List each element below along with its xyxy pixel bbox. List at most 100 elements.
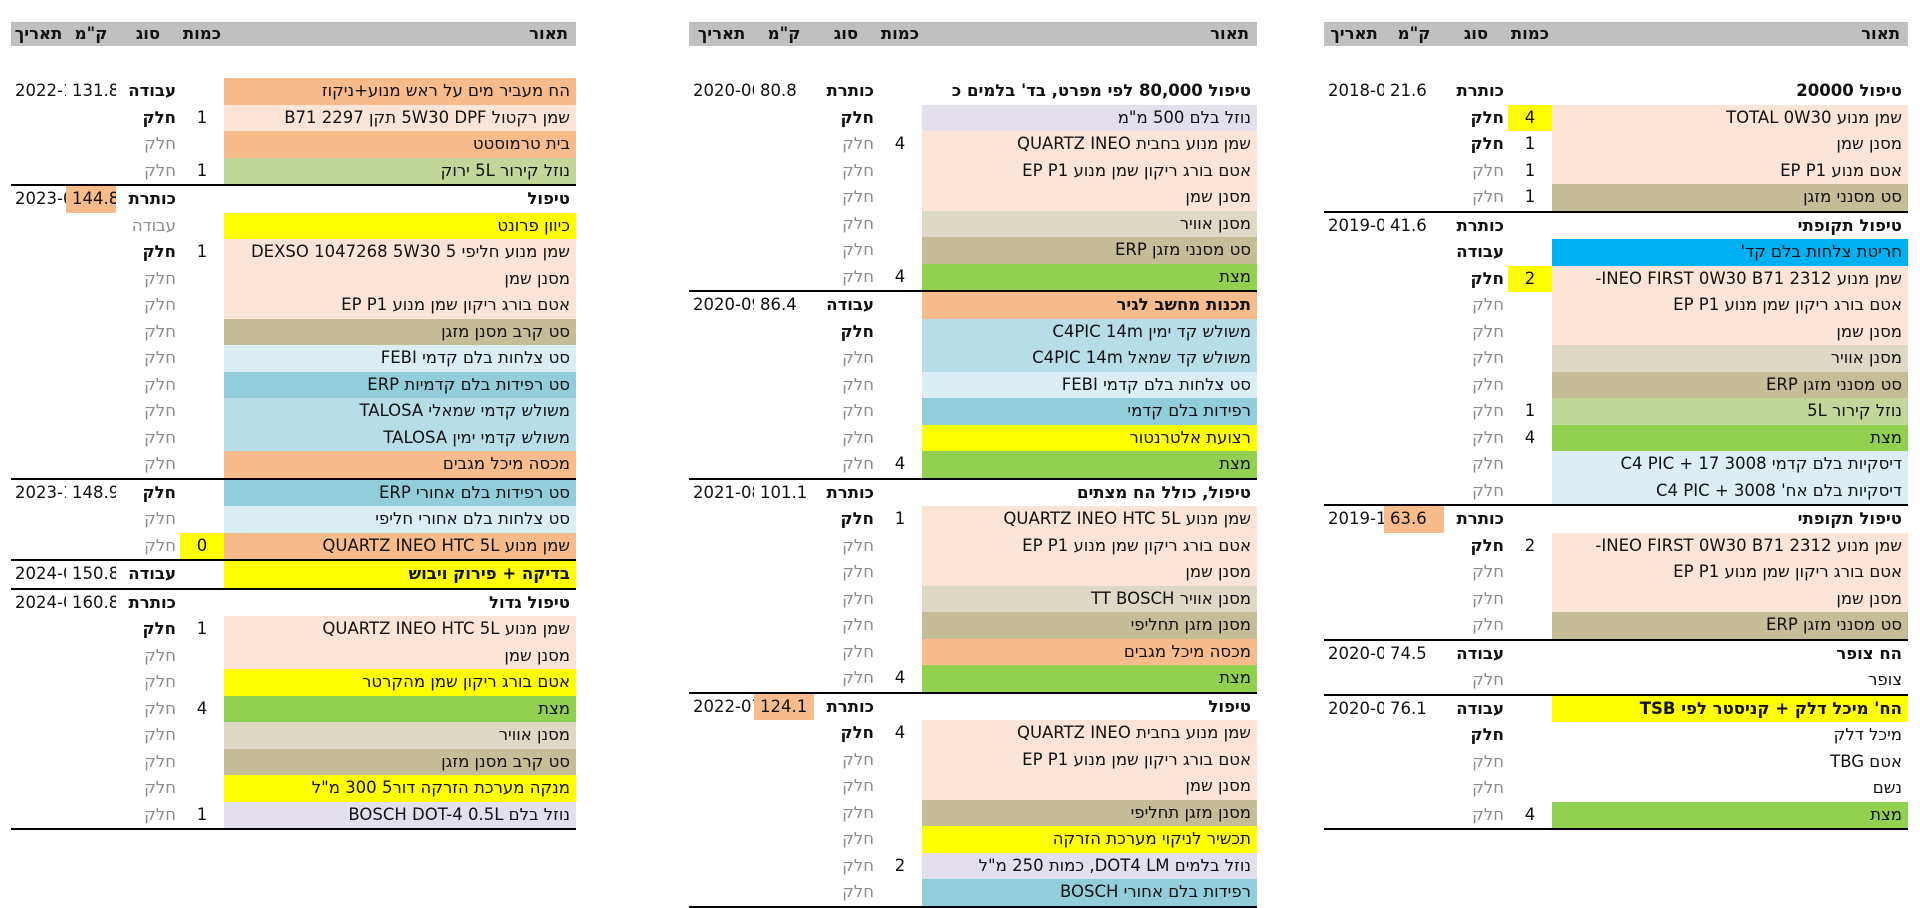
type-cell: חלק xyxy=(1472,670,1504,689)
km-cell xyxy=(754,639,814,666)
table-row: חלק 4 מצת xyxy=(11,695,576,722)
table-row: חלק דיסקיות בלם קדמי C4 PIC + 17 3008 xyxy=(1324,451,1908,478)
service-entry-row: 2020-04 76.1 עבודה הח' מיכל דלק + קניסטר לפ… xyxy=(1324,693,1908,722)
date-cell xyxy=(11,345,66,372)
type-cell: חלק xyxy=(842,160,874,180)
type-cell: חלק xyxy=(840,321,874,341)
type-cell: חלק xyxy=(1470,134,1504,153)
km-cell xyxy=(1384,239,1444,266)
table-header: תאריך ק"מ סוג כמות תאור xyxy=(11,22,576,46)
km-cell: 101.1 xyxy=(760,482,808,502)
km-cell xyxy=(66,105,116,132)
date-cell xyxy=(689,612,754,639)
header-date: תאריך xyxy=(697,24,746,43)
km-cell xyxy=(66,158,116,185)
date-cell xyxy=(1324,559,1384,586)
desc-cell: טיפול, כולל הח מצתים xyxy=(1076,482,1251,502)
date-cell xyxy=(689,158,754,185)
date-cell xyxy=(1324,158,1384,185)
qty-cell xyxy=(1508,451,1552,478)
table-bottom-border xyxy=(1324,828,1908,830)
qty-cell: 1 xyxy=(1524,187,1536,206)
desc-cell: הח צופר xyxy=(1836,643,1902,663)
type-cell: חלק xyxy=(1472,751,1504,771)
km-cell xyxy=(754,773,814,800)
type-cell: חלק xyxy=(1472,374,1504,394)
date-cell xyxy=(11,616,66,643)
km-cell xyxy=(754,826,814,853)
table-row: חלק אטם בורג ריקון שמן מנוע EP P1 xyxy=(1324,292,1908,319)
desc-cell: שמן מנוע בחבית QUARTZ INEO xyxy=(922,720,1257,747)
km-cell xyxy=(66,131,116,158)
desc-cell: מסנן שמן xyxy=(1552,585,1908,612)
qty-cell xyxy=(1508,749,1552,776)
date-cell: 2022-07 xyxy=(693,696,754,716)
date-cell xyxy=(689,264,754,291)
km-cell xyxy=(754,319,814,346)
type-cell: עבודה xyxy=(128,81,176,100)
table-row: חלק 4 מצת xyxy=(689,665,1257,692)
km-cell xyxy=(754,879,814,906)
desc-cell: מצת xyxy=(922,451,1257,478)
type-cell: עבודה xyxy=(131,215,176,235)
qty-cell xyxy=(878,773,922,800)
qty-cell xyxy=(180,372,224,399)
desc-cell: סט רפידות בלם קדמיות ERP xyxy=(224,371,576,398)
date-cell xyxy=(11,398,66,425)
qty-cell xyxy=(878,694,922,721)
date-cell: 2020-06 xyxy=(693,81,754,100)
qty-cell: 1 xyxy=(196,107,208,127)
header-desc: תאור xyxy=(529,24,568,43)
date-cell xyxy=(689,451,754,478)
desc-cell: כיוון פרונט xyxy=(224,212,576,239)
date-cell xyxy=(689,800,754,827)
desc-cell: רפידות בלם קדמי xyxy=(922,398,1257,425)
qty-cell xyxy=(1508,239,1552,266)
table-row: חלק סט צלחות בלם קדמי FEBI xyxy=(689,371,1257,399)
km-cell xyxy=(1384,105,1444,132)
date-cell xyxy=(689,506,754,533)
desc-cell: טיפול גדול xyxy=(488,592,570,612)
km-cell xyxy=(1384,292,1444,319)
date-cell xyxy=(689,879,754,906)
table-row: חלק מסנן שמן xyxy=(689,773,1257,800)
header-desc: תאור xyxy=(1861,24,1900,43)
date-cell xyxy=(11,669,66,696)
desc-cell: הח' מיכל דלק + קניסטר לפי TSB xyxy=(1552,695,1908,722)
desc-cell: סט צלחות בלם אחורי חליפי xyxy=(224,506,576,533)
qty-cell: 1 xyxy=(196,160,208,180)
desc-cell: נוזל קירור 5L ירוק xyxy=(224,157,576,184)
service-table-left: תאריך ק"מ סוג כמות תאור 2018-03 21.6 כותרת טיפול… xyxy=(1324,22,1908,830)
date-cell xyxy=(1324,319,1384,346)
date-cell xyxy=(1324,239,1384,266)
type-cell: חלק xyxy=(144,672,176,691)
table-row: חלק 1 שמן רקטול 5W30 DPF תקן B71 2297 xyxy=(11,104,576,132)
header-qty: כמות xyxy=(182,24,222,43)
type-cell: חלק xyxy=(1472,778,1504,797)
km-cell xyxy=(1384,749,1444,776)
date-cell xyxy=(689,372,754,399)
service-entry-row: 2023-07144.8 כותרת טיפול xyxy=(11,184,576,213)
desc-cell: הח מעביר מים על ראש מנוע+ניקוז xyxy=(224,78,576,105)
qty-cell xyxy=(180,749,224,776)
desc-cell: טיפול תקופתי xyxy=(1797,509,1902,528)
desc-cell: אטם בורג ריקון שמן מנוע EP P1 xyxy=(224,292,576,319)
type-cell: עבודה xyxy=(1456,643,1504,663)
table-row: חלק סט רפידות בלם קדמיות ERP xyxy=(11,371,576,399)
date-cell xyxy=(11,775,66,802)
desc-cell: מסנן שמן xyxy=(224,265,576,292)
type-cell: חלק xyxy=(1472,401,1504,420)
qty-cell: 2 xyxy=(894,855,906,875)
km-cell xyxy=(66,239,116,266)
km-cell xyxy=(1384,372,1444,399)
service-entry-row: 2020-06 80.8 כותרת טיפול 80,000 לפי מפרט, ב… xyxy=(689,78,1257,105)
table-row: חלק מסנן שמן xyxy=(689,559,1257,586)
qty-cell xyxy=(180,722,224,749)
date-cell xyxy=(11,239,66,266)
type-cell: חלק xyxy=(1472,295,1504,314)
km-cell xyxy=(754,237,814,264)
header-type: סוג xyxy=(833,24,859,43)
type-cell: חלק xyxy=(842,134,874,153)
header-spacer xyxy=(11,46,576,78)
table-row: חלק סט קרב מסנן מזגן xyxy=(11,748,576,776)
